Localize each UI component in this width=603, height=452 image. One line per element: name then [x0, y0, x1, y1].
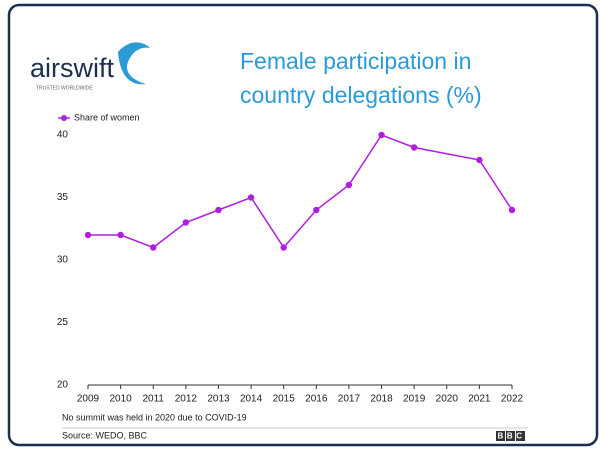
source: Source: WEDO, BBC [62, 430, 148, 440]
x-tick-label: 2013 [207, 394, 230, 405]
legend-marker [61, 115, 67, 121]
bbc-box [506, 431, 515, 441]
logo-tagline: TRUSTED WORLDWIDE [36, 85, 93, 91]
x-tick-label: 2019 [403, 394, 426, 405]
chart-title: Female participation in country delegati… [240, 48, 482, 108]
y-tick-label: 25 [57, 317, 69, 328]
x-tick-label: 2016 [305, 394, 328, 405]
y-tick-label: 30 [57, 255, 69, 266]
x-tick-label: 2020 [436, 394, 459, 405]
bbc-logo: BBC [498, 432, 526, 441]
point [247, 194, 255, 201]
logo-name: airswift [30, 53, 115, 83]
x-tick-label: 2009 [77, 394, 100, 405]
x-tick-label: 2011 [142, 394, 164, 405]
legend-label: Share of women [74, 112, 140, 122]
x-tick-label: 2017 [338, 394, 361, 405]
point [508, 206, 516, 214]
point [410, 144, 418, 151]
line [88, 134, 513, 249]
x-tick-label: 2015 [273, 394, 296, 405]
bbc-box [516, 431, 525, 441]
x-tick-label: 2021 [468, 394, 491, 405]
x-tick-label: 2018 [370, 394, 393, 405]
point [313, 206, 320, 214]
y-tick-label: 20 [57, 380, 69, 391]
x-tick-label: 2012 [175, 394, 198, 405]
point [84, 231, 92, 239]
frame [7, 3, 599, 447]
point [150, 244, 157, 251]
y-tick-label: 40 [57, 130, 69, 141]
y-tick-label: 35 [57, 192, 69, 203]
bbc-box [496, 431, 505, 441]
x-tick-label: 2014 [240, 394, 263, 405]
logo-mark [118, 42, 150, 85]
point [476, 156, 483, 164]
x-tick-label: 2022 [501, 394, 524, 405]
point [215, 206, 222, 214]
x-tick-label: 2010 [109, 394, 132, 405]
point [345, 181, 353, 189]
point [117, 231, 124, 239]
point [280, 244, 287, 251]
point [182, 219, 190, 226]
note: No summit was held in 2020 due to COVID-… [62, 412, 247, 422]
point [378, 131, 385, 139]
